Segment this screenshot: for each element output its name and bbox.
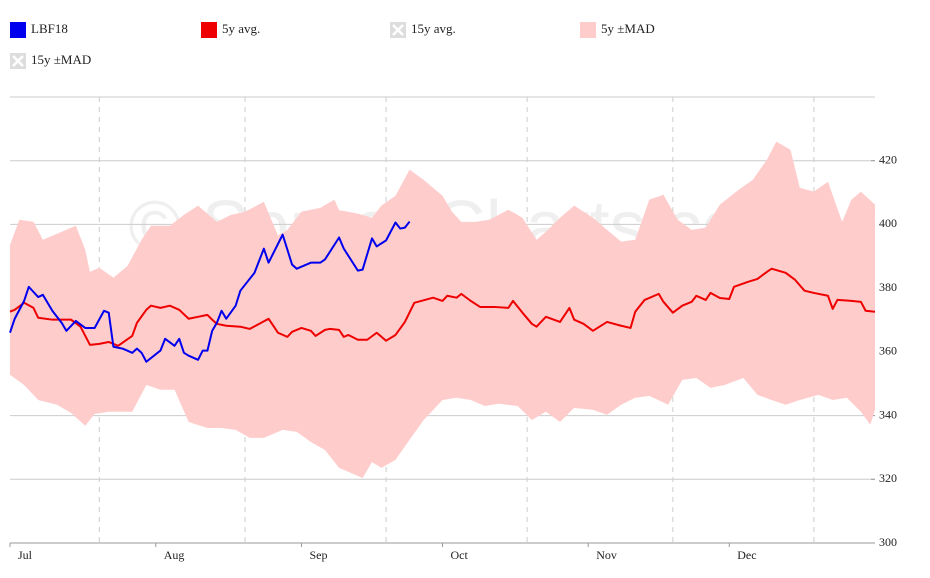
legend-disabled-x [392,24,404,36]
y-tick-label: 320 [879,471,897,485]
legend-label[interactable]: 15y ±MAD [31,52,91,67]
y-tick-label: 360 [879,344,897,358]
legend-swatch [201,22,217,38]
x-tick-label: Nov [596,548,617,562]
legend-label[interactable]: 5y ±MAD [601,21,655,36]
y-tick-label: 340 [879,407,897,421]
mad-band [10,141,875,479]
y-tick-label: 380 [879,280,897,294]
legend-swatch [580,22,596,38]
x-tick-label: Sep [309,548,327,562]
legend-disabled-x [12,55,24,67]
series-line [9,220,411,363]
legend-swatch [10,22,26,38]
y-tick-label: 400 [879,216,897,230]
x-tick-label: Jul [18,548,33,562]
y-tick-label: 420 [879,152,897,166]
y-tick-label: 300 [879,535,897,549]
series-line [9,267,876,347]
x-tick-label: Oct [451,548,469,562]
legend-label[interactable]: 15y avg. [411,21,456,36]
x-tick-label: Dec [737,548,756,562]
legend-label[interactable]: LBF18 [31,21,68,36]
legend-label[interactable]: 5y avg. [222,21,260,36]
x-tick-label: Aug [164,548,185,562]
